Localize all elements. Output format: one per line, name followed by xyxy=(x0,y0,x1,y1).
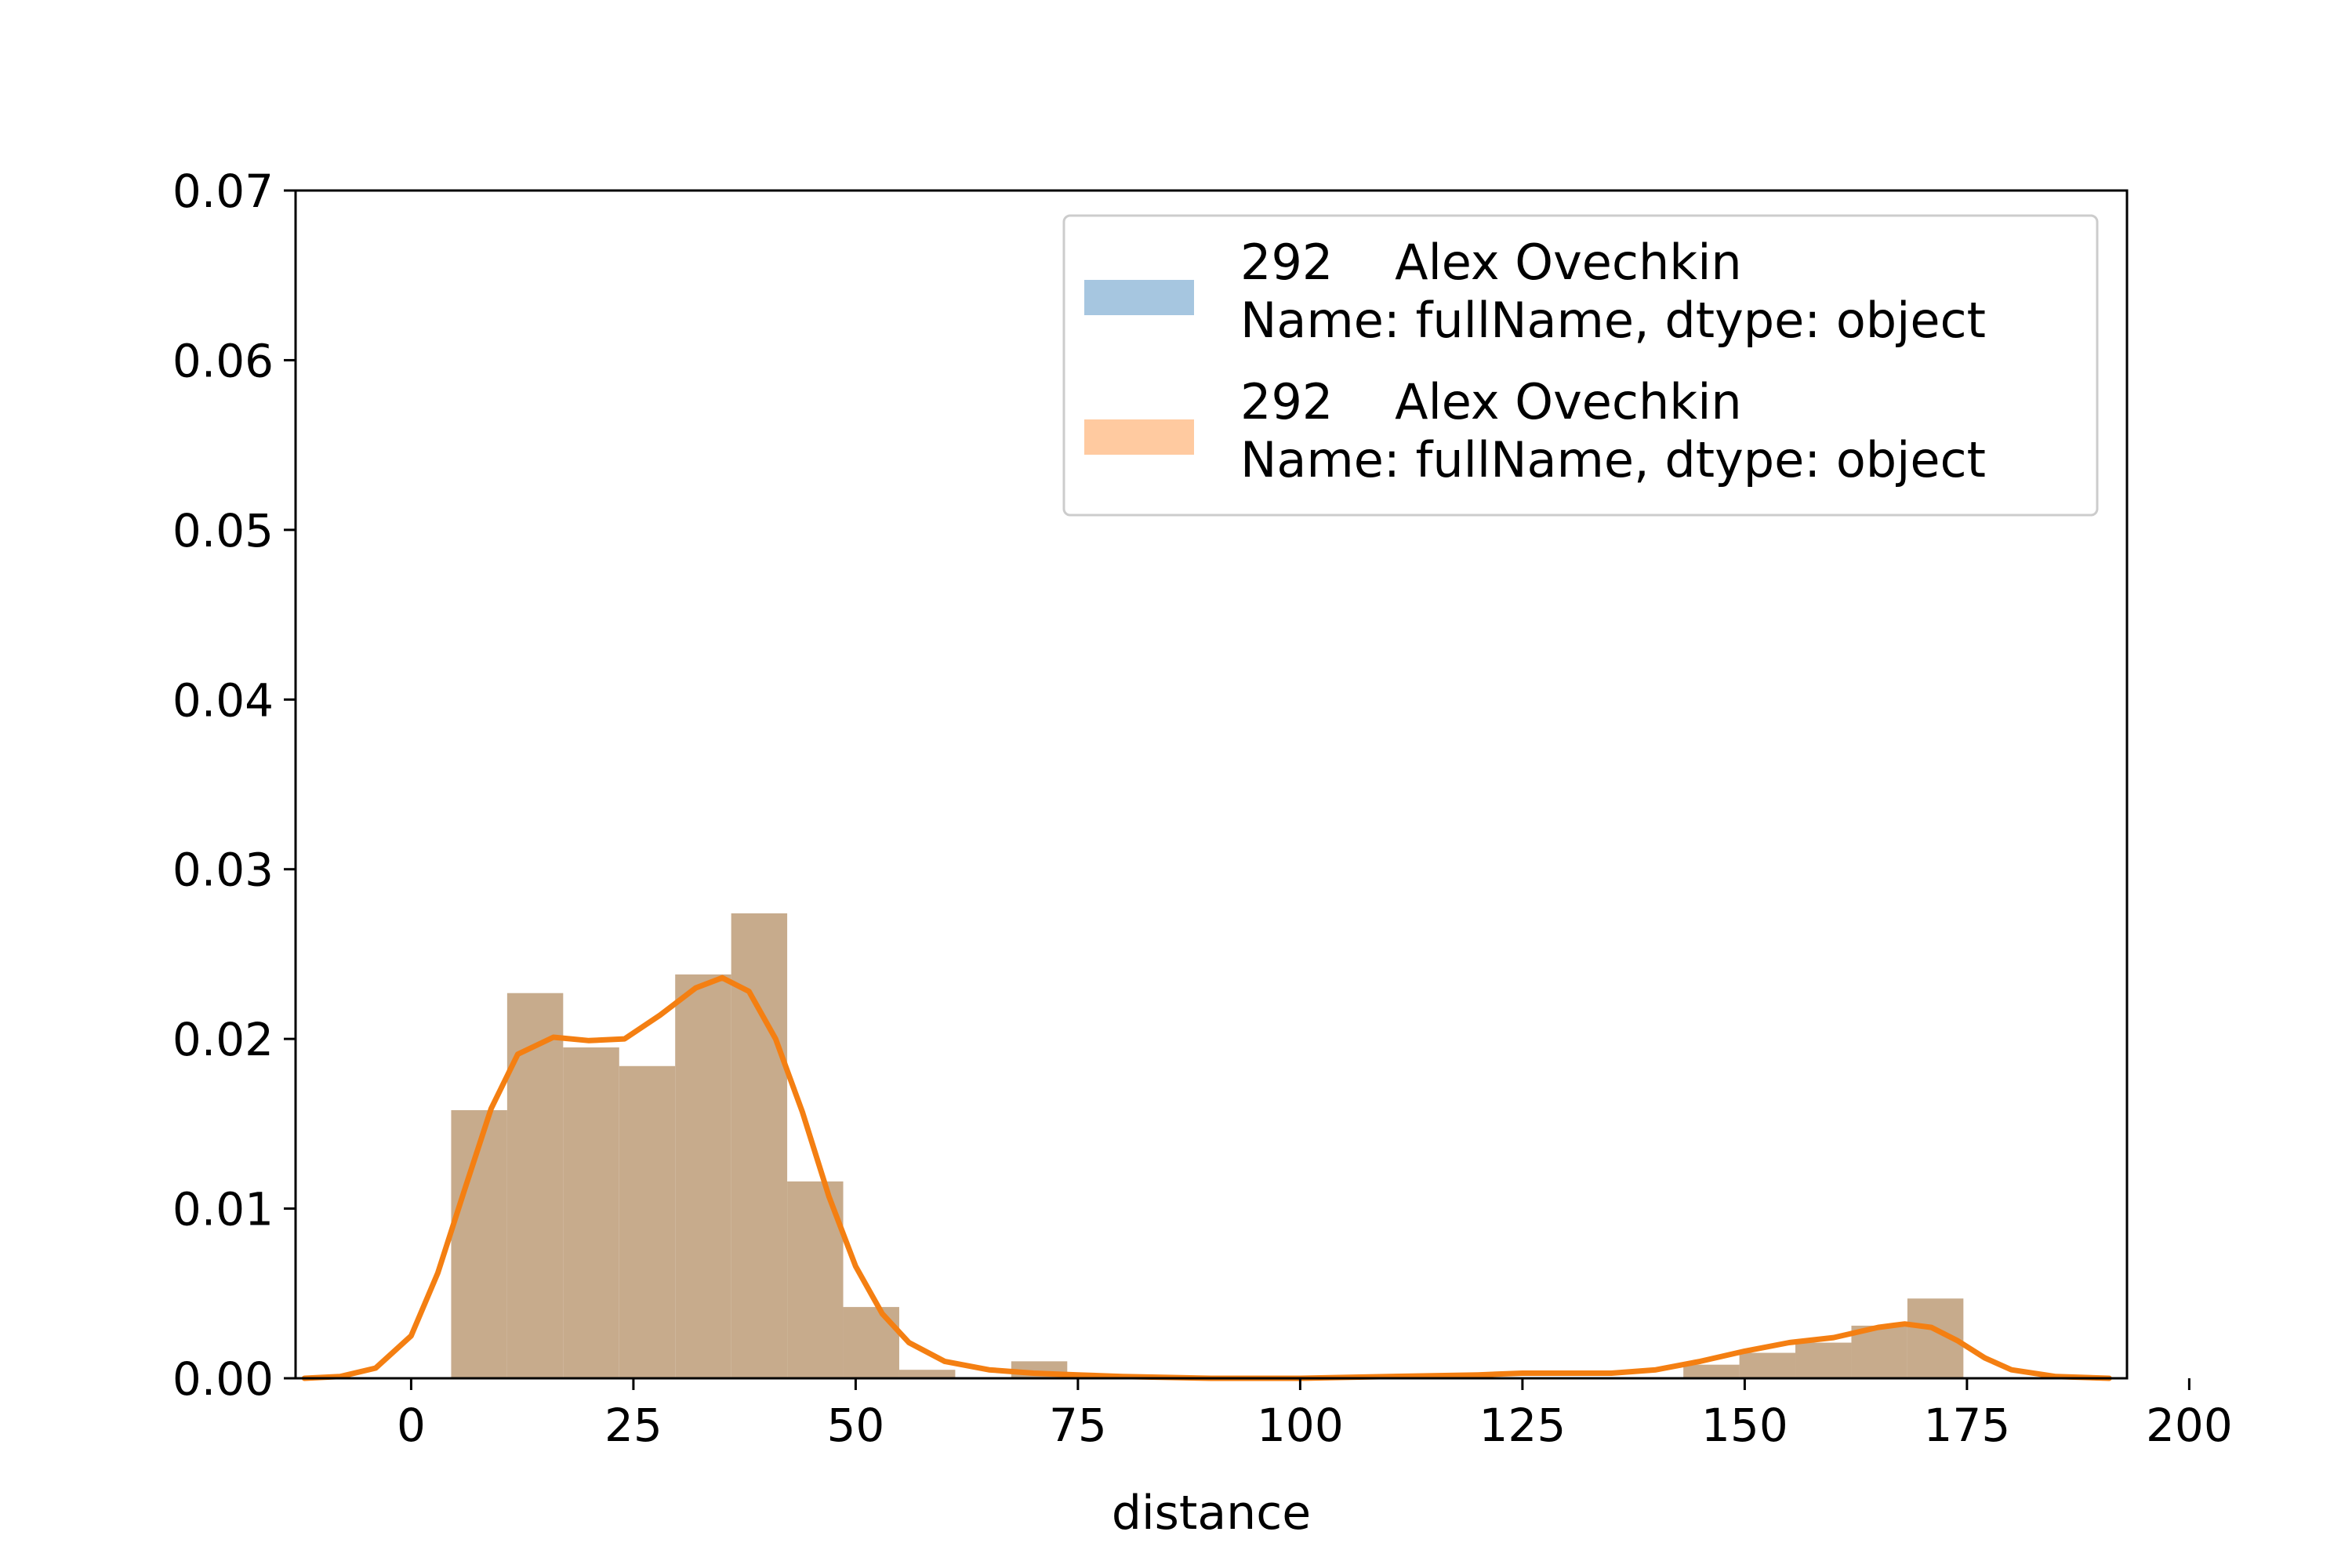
histogram-bar xyxy=(1851,1325,1907,1378)
legend-entry-1-line-1: 292 Alex Ovechkin xyxy=(1240,234,1742,291)
y-tick-label: 0.03 xyxy=(172,844,274,897)
y-tick-label: 0.05 xyxy=(172,504,274,557)
x-tick-label: 25 xyxy=(604,1399,662,1452)
y-tick-label: 0.04 xyxy=(172,673,274,727)
x-tick-label: 125 xyxy=(1479,1399,1566,1452)
histogram-bar xyxy=(898,1370,956,1378)
histogram-bar xyxy=(731,913,788,1378)
x-tick-label: 0 xyxy=(397,1399,426,1452)
x-tick-label: 200 xyxy=(2146,1399,2233,1452)
y-tick-label: 0.06 xyxy=(172,334,274,387)
x-axis-label: distance xyxy=(1112,1486,1311,1541)
histogram-bar xyxy=(563,1047,619,1378)
histogram-bar xyxy=(1795,1342,1852,1378)
plot-frame xyxy=(294,189,2129,1380)
y-tick-label: 0.01 xyxy=(172,1183,274,1236)
legend-entry-2-line-2: Name: fullName, dtype: object xyxy=(1240,431,1986,488)
y-axis: 0.00 0.01 0.02 0.03 0.04 0.05 0.06 0.07 xyxy=(172,165,296,1406)
histogram-bar xyxy=(1683,1364,1740,1378)
histogram-bar xyxy=(843,1307,899,1378)
legend-swatch-series-1 xyxy=(1084,280,1194,315)
legend-swatch-series-2 xyxy=(1084,419,1194,455)
histogram-bar xyxy=(451,1110,507,1378)
y-tick-label: 0.07 xyxy=(172,165,274,218)
x-tick-label: 100 xyxy=(1257,1399,1344,1452)
y-tick-label: 0.00 xyxy=(172,1352,274,1406)
y-tick-label: 0.02 xyxy=(172,1013,274,1066)
legend-entry-2-line-1: 292 Alex Ovechkin xyxy=(1240,373,1742,430)
legend-frame xyxy=(1062,214,2099,517)
x-axis: 0 25 50 75 100 125 150 175 200 xyxy=(397,1378,2233,1452)
histogram-bar xyxy=(1739,1352,1796,1378)
legend: 292 Alex Ovechkin Name: fullName, dtype:… xyxy=(1062,214,2099,517)
x-tick-label: 175 xyxy=(1924,1399,2011,1452)
x-tick-label: 75 xyxy=(1049,1399,1107,1452)
kde-line xyxy=(301,975,2112,1381)
x-tick-label: 150 xyxy=(1701,1399,1788,1452)
histogram-bar xyxy=(619,1065,676,1378)
histogram-bar xyxy=(675,974,731,1378)
x-tick-label: 50 xyxy=(827,1399,885,1452)
histogram-bar xyxy=(506,993,564,1378)
legend-entry-1-line-2: Name: fullName, dtype: object xyxy=(1240,292,1986,349)
histogram-bars xyxy=(451,913,1964,1378)
